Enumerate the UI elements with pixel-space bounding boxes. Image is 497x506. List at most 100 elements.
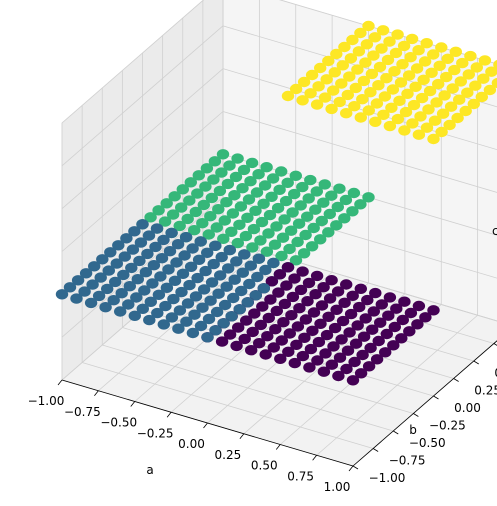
data-point bbox=[245, 157, 259, 169]
data-point bbox=[278, 214, 291, 225]
data-point bbox=[223, 329, 237, 340]
data-point bbox=[238, 249, 251, 260]
data-point bbox=[270, 221, 283, 232]
data-point bbox=[409, 81, 422, 93]
data-point bbox=[395, 333, 408, 344]
data-point bbox=[125, 262, 138, 274]
data-point bbox=[314, 234, 327, 245]
a-tick bbox=[94, 390, 99, 396]
b-tick-label: −1.00 bbox=[369, 471, 406, 485]
data-point bbox=[138, 285, 151, 296]
data-point bbox=[128, 310, 141, 321]
data-point bbox=[372, 335, 385, 347]
data-point bbox=[354, 368, 368, 379]
data-point bbox=[360, 39, 374, 50]
data-point bbox=[293, 303, 306, 314]
data-point bbox=[346, 375, 360, 386]
b-tick bbox=[413, 413, 419, 417]
data-point bbox=[427, 133, 440, 145]
data-point bbox=[213, 185, 227, 197]
data-point bbox=[289, 170, 302, 181]
grid-line-y bbox=[122, 327, 414, 414]
data-point bbox=[286, 207, 299, 218]
data-point bbox=[191, 272, 204, 284]
data-point bbox=[299, 229, 312, 241]
data-point bbox=[192, 254, 206, 265]
data-point bbox=[136, 219, 149, 230]
data-point bbox=[320, 74, 333, 85]
data-point bbox=[333, 352, 347, 363]
data-point bbox=[412, 300, 426, 312]
data-point bbox=[160, 198, 173, 209]
data-point bbox=[340, 108, 353, 119]
data-point bbox=[269, 324, 282, 335]
data-point bbox=[327, 85, 340, 96]
data-point bbox=[228, 190, 241, 201]
data-point bbox=[344, 53, 358, 64]
data-point bbox=[359, 57, 372, 68]
data-point bbox=[184, 261, 198, 272]
data-point bbox=[218, 215, 231, 226]
a-tick bbox=[275, 444, 281, 450]
data-point bbox=[223, 244, 236, 256]
data-point bbox=[285, 310, 298, 321]
data-point bbox=[120, 233, 133, 244]
data-point bbox=[101, 283, 114, 295]
data-point bbox=[378, 91, 392, 102]
data-point bbox=[362, 361, 376, 372]
data-point bbox=[238, 333, 251, 345]
data-point bbox=[381, 54, 395, 66]
b-tick bbox=[473, 360, 479, 365]
data-point bbox=[341, 89, 354, 101]
data-point bbox=[461, 87, 474, 98]
data-point bbox=[317, 282, 330, 293]
data-point bbox=[122, 299, 135, 310]
b-axis-title: b bbox=[409, 423, 417, 437]
data-point bbox=[283, 328, 296, 339]
data-point bbox=[178, 250, 191, 261]
data-point bbox=[338, 297, 351, 308]
data-point bbox=[338, 213, 351, 224]
a-tick-label: 0.00 bbox=[178, 437, 205, 451]
data-point bbox=[163, 246, 177, 257]
data-point bbox=[414, 111, 427, 122]
data-point bbox=[310, 99, 324, 110]
data-point bbox=[328, 67, 341, 78]
data-point bbox=[420, 122, 434, 133]
data-point bbox=[485, 66, 497, 77]
data-point bbox=[383, 292, 397, 303]
data-point bbox=[208, 156, 222, 167]
data-point bbox=[255, 216, 269, 228]
data-point bbox=[231, 153, 244, 164]
data-point bbox=[335, 78, 348, 89]
data-point bbox=[165, 227, 178, 239]
data-point bbox=[196, 302, 209, 313]
data-point bbox=[249, 290, 262, 301]
data-point bbox=[207, 258, 220, 270]
data-point bbox=[343, 327, 356, 338]
data-point bbox=[262, 228, 275, 239]
data-point bbox=[376, 25, 390, 36]
a-tick-label: −0.50 bbox=[100, 416, 137, 430]
data-point bbox=[330, 48, 343, 60]
b-tick-label: −0.50 bbox=[409, 436, 446, 450]
grid-line-y bbox=[82, 362, 374, 449]
data-point bbox=[332, 370, 345, 382]
data-point bbox=[172, 323, 185, 334]
a-tick bbox=[57, 379, 63, 386]
data-point bbox=[267, 257, 280, 269]
data-point bbox=[449, 46, 462, 57]
b-tick bbox=[393, 430, 399, 435]
data-point bbox=[277, 317, 290, 328]
data-point bbox=[254, 235, 267, 246]
data-point bbox=[328, 322, 342, 334]
data-point bbox=[288, 188, 301, 200]
data-point bbox=[162, 264, 175, 275]
data-point bbox=[369, 116, 382, 128]
data-point bbox=[175, 202, 188, 213]
data-point bbox=[398, 296, 411, 307]
data-point bbox=[325, 190, 338, 201]
data-point bbox=[155, 253, 169, 264]
data-point bbox=[322, 55, 335, 67]
data-point bbox=[175, 286, 188, 298]
